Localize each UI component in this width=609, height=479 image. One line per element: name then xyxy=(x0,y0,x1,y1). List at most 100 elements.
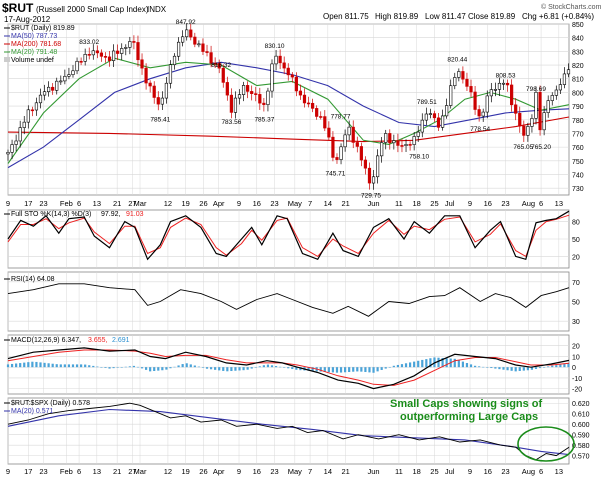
change-value: Chg +6.81 (+0.84%) xyxy=(522,12,594,21)
macd-histogram-bar xyxy=(238,367,241,371)
candle-body xyxy=(278,55,282,64)
candle-body xyxy=(546,100,550,113)
candle-body xyxy=(132,41,136,43)
candle-body xyxy=(103,56,108,58)
macd-histogram-bar xyxy=(136,366,140,368)
candle-body xyxy=(400,145,404,147)
macd-histogram-bar xyxy=(108,367,111,369)
candle-body xyxy=(538,91,542,131)
ratio-ytick: 0.590 xyxy=(572,433,590,440)
rsi-ytick: 30 xyxy=(572,319,580,326)
macd-histogram-bar xyxy=(392,365,395,368)
macd-histogram-bar xyxy=(287,367,290,369)
ratio-xtick: 16 xyxy=(484,467,492,476)
macd-histogram-bar xyxy=(498,367,501,370)
candle-body xyxy=(250,91,254,94)
candle-body xyxy=(128,41,132,48)
macd-histogram-bar xyxy=(100,367,103,368)
price-label: 778.54 xyxy=(470,126,490,133)
price-xtick: 7 xyxy=(308,199,312,208)
candle-body xyxy=(319,116,323,118)
candle-body xyxy=(534,91,538,119)
price-xtick: 23 xyxy=(270,199,278,208)
price-xtick: 16 xyxy=(253,199,261,208)
macd-histogram-bar xyxy=(274,366,278,368)
candle-body xyxy=(71,70,75,75)
candle-body xyxy=(156,97,160,105)
price-xtick: Jun xyxy=(367,199,379,208)
candle-body xyxy=(453,77,457,87)
macd-histogram-bar xyxy=(364,367,367,373)
price-ytick: 840 xyxy=(572,36,584,43)
candle-body xyxy=(522,125,526,136)
candle-body xyxy=(461,71,465,80)
legend-macd: MACD(12,26,9) 6.347, xyxy=(11,337,81,344)
ratio-xtick: Jul xyxy=(445,467,455,476)
macd-histogram-bar xyxy=(19,363,22,368)
macd-histogram-bar xyxy=(368,367,371,373)
macd-histogram-bar xyxy=(567,363,570,368)
macd-histogram-bar xyxy=(506,367,509,371)
candle-body xyxy=(136,42,140,61)
price-xtick: 18 xyxy=(413,199,421,208)
price-xtick: 12 xyxy=(164,199,172,208)
ratio-line xyxy=(7,402,570,461)
macd-histogram-bar xyxy=(161,367,164,371)
macd-histogram-bar xyxy=(478,366,481,368)
macd-histogram-bar xyxy=(356,367,359,372)
candle-body xyxy=(75,60,79,72)
macd-histogram-bar xyxy=(469,364,473,368)
ratio-xtick: 7 xyxy=(308,467,312,476)
legend-ratio: $RUT:$SPX (Daily) 0.578 xyxy=(11,400,90,407)
price-label: 785.41 xyxy=(150,116,170,123)
candle-body xyxy=(205,51,209,53)
price-label: 847.92 xyxy=(176,19,196,26)
ratio-xtick: Apr xyxy=(213,467,225,476)
candle-body xyxy=(87,54,91,56)
price-xtick: Feb xyxy=(60,199,73,208)
macd-histogram-bar xyxy=(417,360,420,368)
price-label: 785.37 xyxy=(254,116,274,123)
price-xtick: 11 xyxy=(395,199,403,208)
candle-body xyxy=(168,64,173,84)
macd-histogram-bar xyxy=(408,362,412,368)
price-xtick: 19 xyxy=(182,199,190,208)
macd-histogram-bar xyxy=(201,367,205,368)
ratio-xtick: 9 xyxy=(237,467,241,476)
macd-histogram-bar xyxy=(404,363,408,368)
candle-body xyxy=(514,104,518,114)
rsi-ytick: 50 xyxy=(572,300,580,307)
legend-rsi: RSI(14) 64.08 xyxy=(11,276,55,283)
candle-body xyxy=(388,133,392,144)
ratio-xtick: 16 xyxy=(253,467,261,476)
macd-histogram-bar xyxy=(429,358,432,368)
macd-histogram-bar xyxy=(396,364,400,368)
candle-body xyxy=(424,113,428,121)
candle-body xyxy=(566,69,571,75)
candle-body xyxy=(396,140,400,146)
macd-histogram-bar xyxy=(218,367,221,371)
candle-body xyxy=(282,62,286,69)
macd-histogram-bar xyxy=(116,367,119,368)
macd-histogram-bar xyxy=(295,367,298,370)
macd-histogram-bar xyxy=(465,362,469,368)
macd-histogram-bar xyxy=(144,367,148,370)
macd-histogram-bar xyxy=(10,363,14,368)
candle-body xyxy=(542,112,546,131)
macd-histogram-bar xyxy=(47,363,50,368)
price-xtick: Mar xyxy=(134,199,147,208)
macd-histogram-bar xyxy=(335,367,339,373)
candle-body xyxy=(107,56,112,61)
macd-histogram-bar xyxy=(339,367,343,373)
candle-body xyxy=(416,131,420,137)
macd-histogram-bar xyxy=(140,367,144,369)
macd-histogram-bar xyxy=(27,362,30,368)
candle-body xyxy=(518,113,522,127)
candle-body xyxy=(185,29,189,38)
candle-body xyxy=(30,109,34,112)
price-ytick: 770 xyxy=(572,131,584,138)
candle-body xyxy=(510,84,514,106)
macd-histogram-bar xyxy=(526,367,529,371)
macd-histogram-bar xyxy=(112,367,115,369)
